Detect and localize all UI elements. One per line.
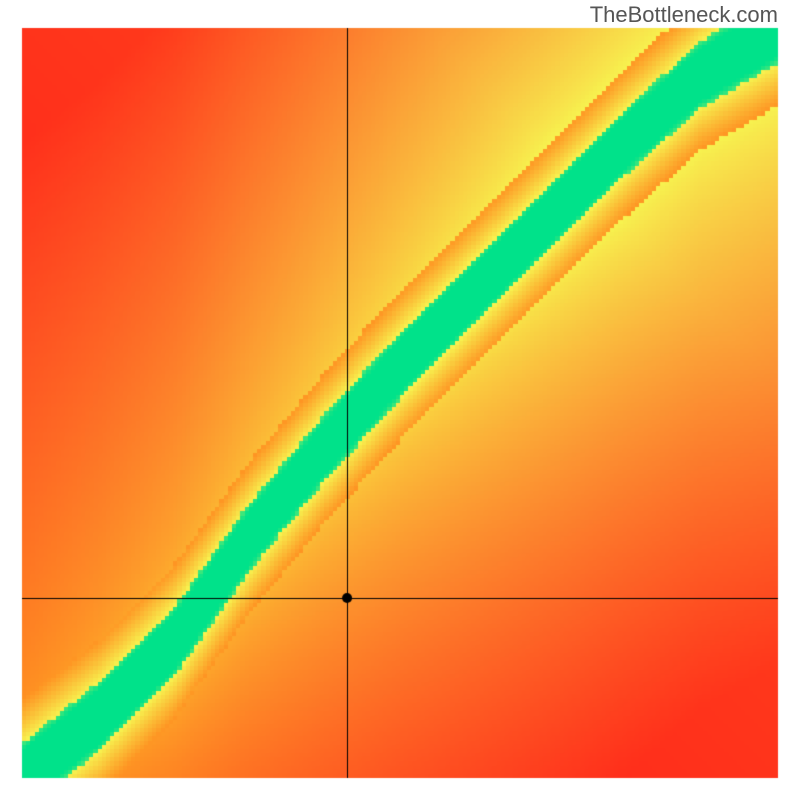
- watermark-text: TheBottleneck.com: [590, 2, 778, 28]
- heatmap-canvas: [0, 0, 800, 800]
- chart-container: TheBottleneck.com: [0, 0, 800, 800]
